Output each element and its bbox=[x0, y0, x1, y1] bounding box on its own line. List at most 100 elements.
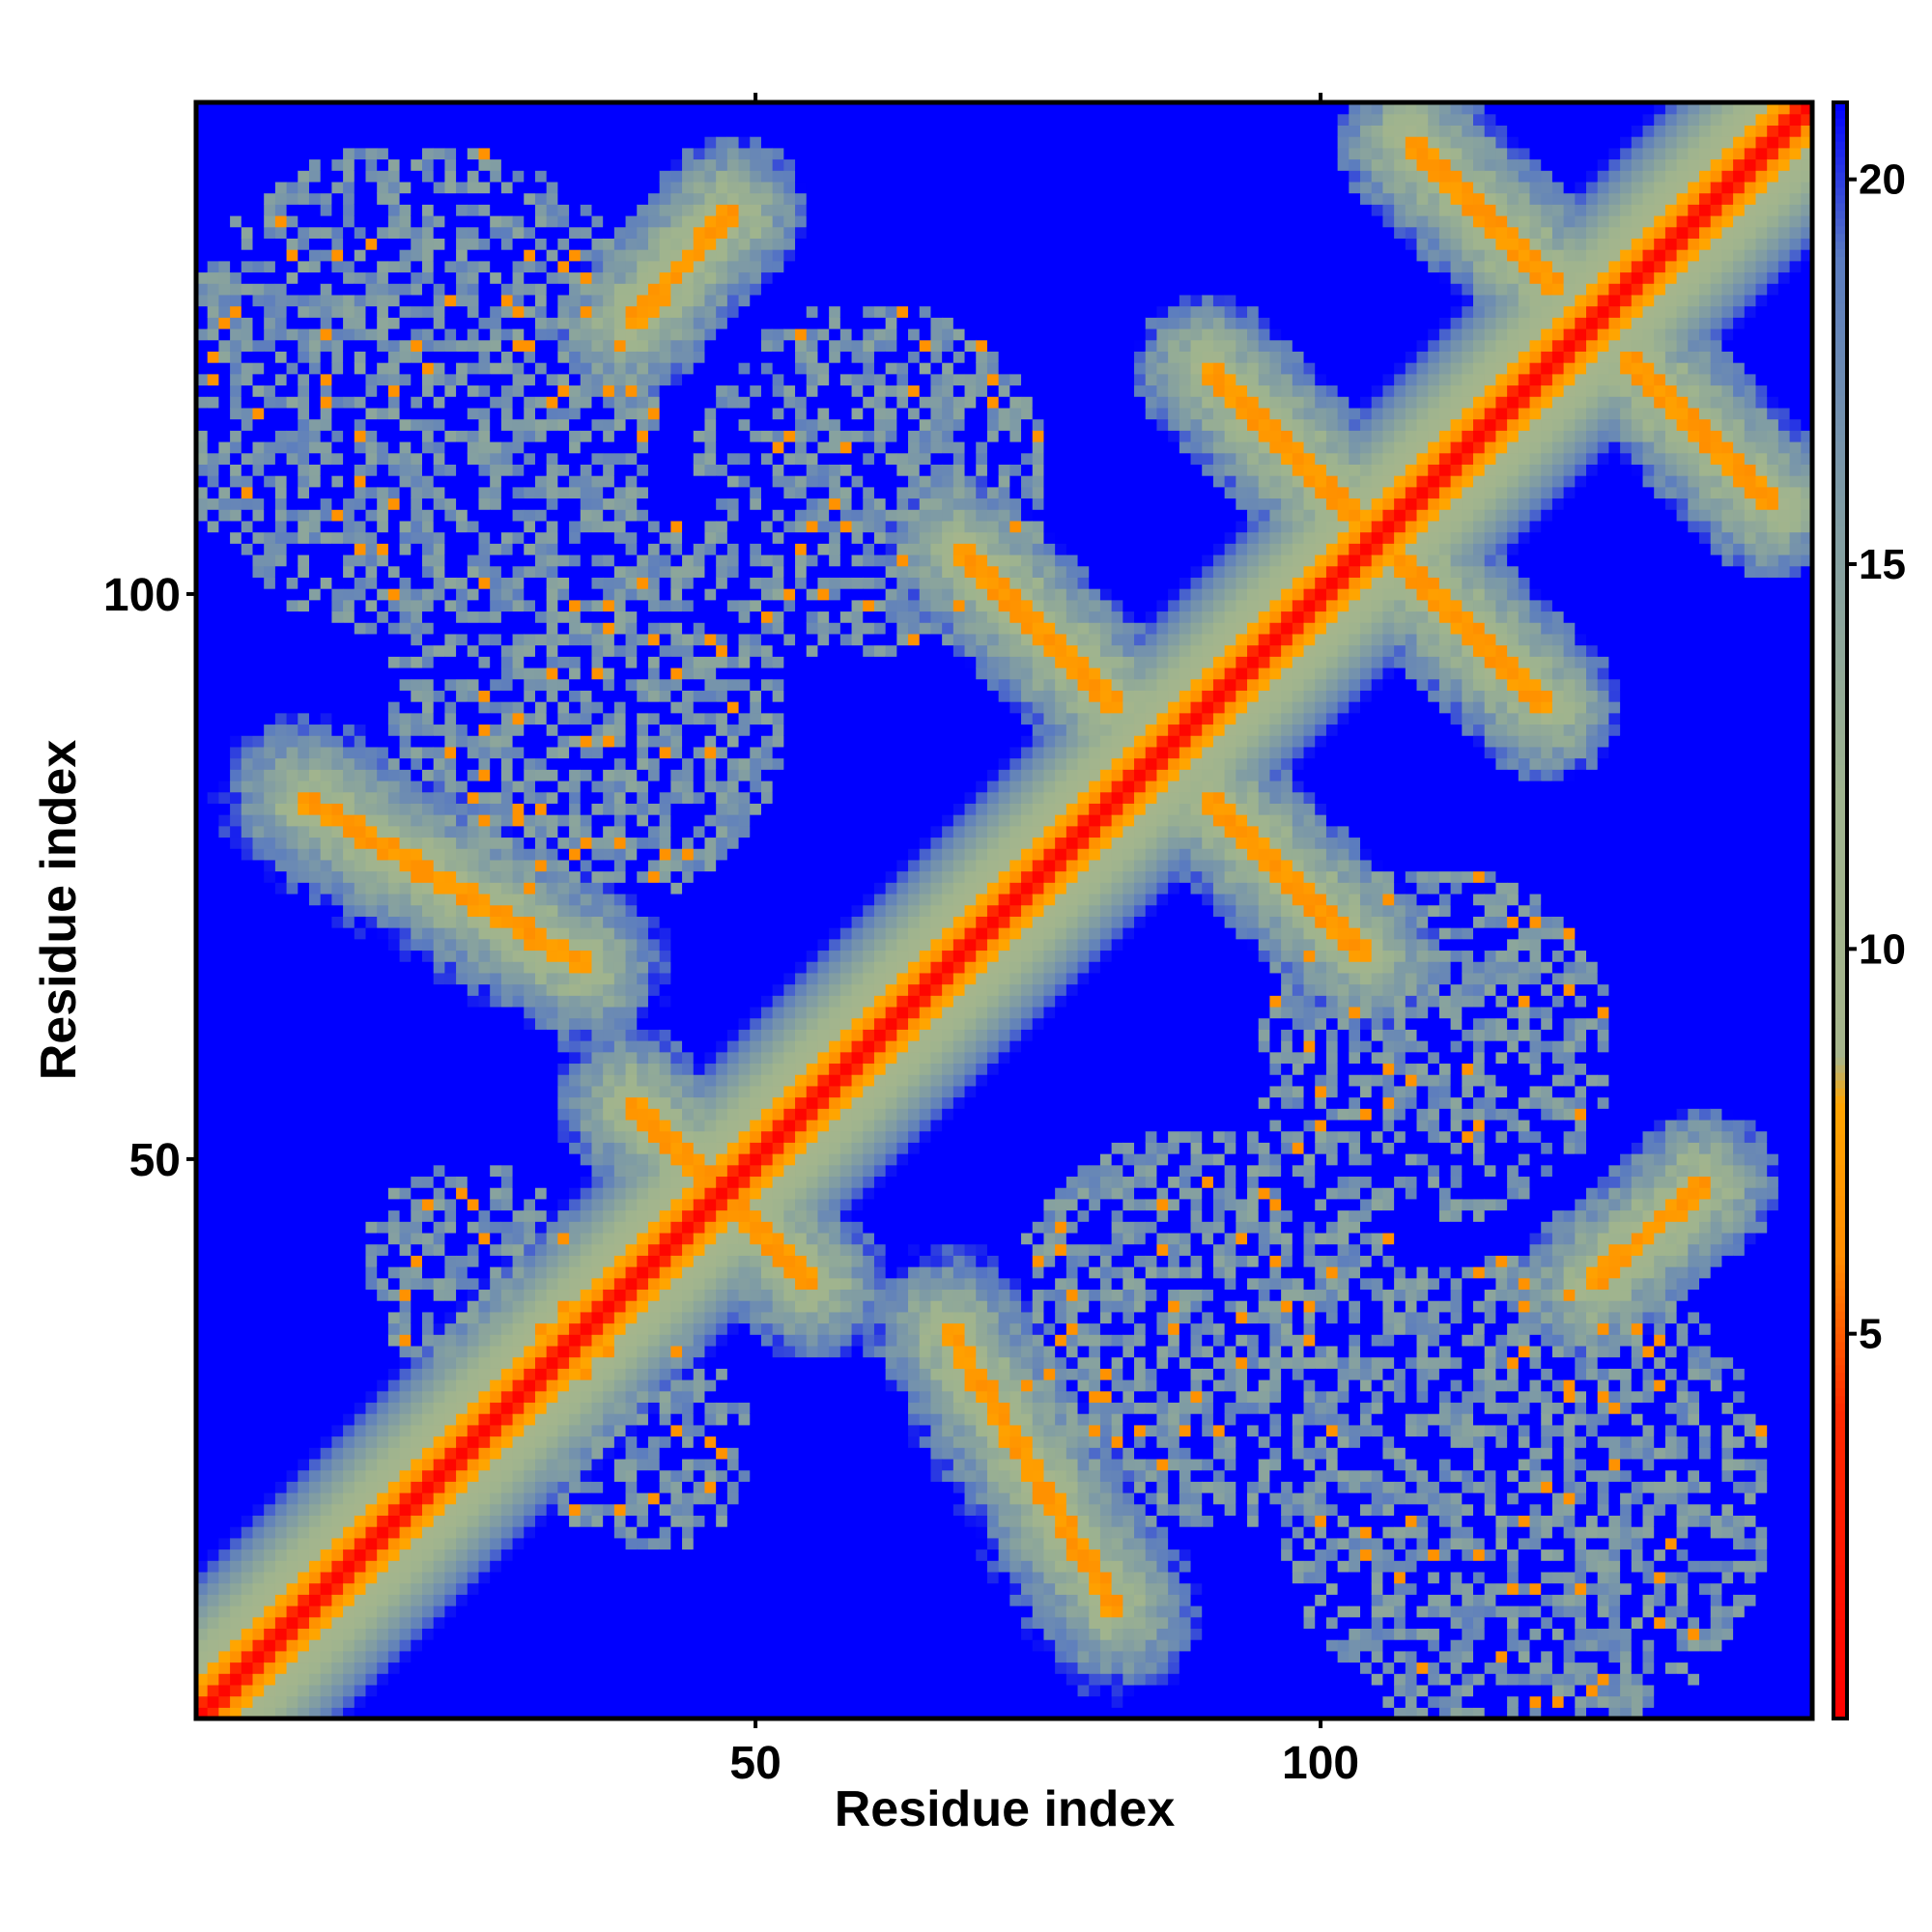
heatmap-cell bbox=[467, 486, 480, 499]
heatmap-cell bbox=[241, 317, 254, 329]
heatmap-cell bbox=[298, 1029, 310, 1041]
heatmap-cell bbox=[354, 543, 367, 555]
heatmap-cell bbox=[569, 678, 582, 691]
heatmap-cell bbox=[444, 1063, 457, 1075]
heatmap-cell bbox=[252, 158, 265, 171]
heatmap-cell bbox=[207, 1108, 219, 1121]
heatmap-cell bbox=[264, 1266, 276, 1279]
heatmap-cell bbox=[298, 1447, 310, 1460]
heatmap-cell bbox=[569, 780, 582, 793]
heatmap-cell bbox=[478, 1277, 491, 1291]
heatmap-cell bbox=[399, 1289, 412, 1301]
heatmap-cell bbox=[264, 1503, 276, 1517]
heatmap-cell bbox=[264, 271, 276, 284]
heatmap-cell bbox=[490, 373, 502, 386]
heatmap-cell bbox=[365, 452, 378, 465]
heatmap-cell bbox=[354, 757, 367, 770]
heatmap-cell bbox=[569, 1051, 582, 1065]
heatmap-cell bbox=[534, 1515, 548, 1527]
heatmap-cell bbox=[241, 1435, 254, 1448]
heatmap-cell bbox=[218, 192, 231, 205]
heatmap-cell bbox=[411, 260, 423, 273]
heatmap-cell bbox=[377, 125, 389, 137]
heatmap-cell bbox=[490, 486, 502, 499]
heatmap-cell bbox=[207, 1029, 219, 1041]
heatmap-cell bbox=[512, 882, 525, 895]
heatmap-cell bbox=[286, 938, 298, 952]
heatmap-cell bbox=[343, 283, 355, 296]
heatmap-cell bbox=[524, 1334, 536, 1347]
heatmap-cell bbox=[411, 238, 423, 250]
heatmap-cell bbox=[230, 249, 242, 262]
heatmap-cell bbox=[207, 1413, 219, 1426]
heatmap-cell bbox=[512, 1639, 525, 1652]
heatmap-cell bbox=[467, 1537, 480, 1550]
heatmap-cell bbox=[478, 837, 491, 849]
heatmap-cell bbox=[274, 1368, 288, 1380]
heatmap-cell bbox=[444, 1029, 457, 1041]
heatmap-cell bbox=[354, 1594, 367, 1606]
heatmap-cell bbox=[490, 611, 502, 623]
heatmap-cell bbox=[433, 1074, 445, 1087]
heatmap-cell bbox=[354, 249, 367, 262]
heatmap-cell bbox=[433, 226, 445, 239]
heatmap-cell bbox=[308, 1176, 322, 1188]
heatmap-cell bbox=[500, 452, 514, 465]
heatmap-cell bbox=[387, 678, 401, 691]
heatmap-cell bbox=[286, 656, 298, 668]
heatmap-cell bbox=[218, 158, 231, 171]
heatmap-cell bbox=[354, 859, 367, 872]
heatmap-cell bbox=[264, 1289, 276, 1301]
heatmap-cell bbox=[286, 1628, 298, 1640]
heatmap-cell bbox=[264, 1673, 276, 1686]
heatmap-cell bbox=[252, 440, 265, 454]
heatmap-cell bbox=[196, 1628, 209, 1640]
heatmap-cell bbox=[500, 983, 514, 996]
heatmap-cell bbox=[546, 1074, 558, 1087]
heatmap-cell bbox=[500, 859, 514, 872]
heatmap-cell bbox=[467, 475, 480, 488]
heatmap-cell bbox=[320, 1515, 332, 1527]
heatmap-cell bbox=[286, 1277, 298, 1291]
heatmap-cell bbox=[241, 656, 254, 668]
heatmap-cell bbox=[308, 791, 322, 804]
heatmap-cell bbox=[433, 622, 445, 635]
heatmap-cell bbox=[264, 1582, 276, 1595]
heatmap-cell bbox=[377, 1515, 389, 1527]
heatmap-cell bbox=[343, 972, 355, 985]
heatmap-cell bbox=[467, 1119, 480, 1132]
heatmap-cell bbox=[286, 520, 298, 533]
heatmap-cell bbox=[512, 588, 525, 601]
heatmap-cell bbox=[433, 327, 445, 341]
heatmap-cell bbox=[286, 1673, 298, 1686]
heatmap-cell bbox=[207, 1345, 219, 1358]
heatmap-cell bbox=[399, 249, 412, 262]
heatmap-cell bbox=[274, 327, 288, 341]
heatmap-cell bbox=[546, 509, 558, 522]
heatmap-cell bbox=[399, 1481, 412, 1493]
heatmap-cell bbox=[557, 1017, 570, 1030]
heatmap-cell bbox=[377, 644, 389, 657]
heatmap-cell bbox=[365, 1662, 378, 1674]
heatmap-cell bbox=[411, 1594, 423, 1606]
heatmap-cell bbox=[218, 1548, 231, 1561]
heatmap-cell bbox=[241, 1051, 254, 1065]
heatmap-cell bbox=[580, 757, 593, 770]
heatmap-cell bbox=[399, 983, 412, 996]
heatmap-cell bbox=[411, 1695, 423, 1708]
heatmap-cell bbox=[230, 950, 242, 962]
heatmap-cell bbox=[218, 1051, 231, 1065]
heatmap-cell bbox=[377, 791, 389, 804]
heatmap-cell bbox=[343, 701, 355, 714]
heatmap-cell bbox=[274, 678, 288, 691]
heatmap-cell bbox=[377, 362, 389, 375]
heatmap-cell bbox=[365, 701, 378, 714]
heatmap-cell bbox=[274, 690, 288, 702]
heatmap-cell bbox=[230, 1537, 242, 1550]
heatmap-cell bbox=[534, 995, 548, 1008]
heatmap-cell bbox=[354, 226, 367, 239]
heatmap-cell bbox=[478, 486, 491, 499]
heatmap-cell bbox=[298, 1537, 310, 1550]
heatmap-cell bbox=[274, 1481, 288, 1493]
heatmap-cell bbox=[421, 475, 435, 488]
